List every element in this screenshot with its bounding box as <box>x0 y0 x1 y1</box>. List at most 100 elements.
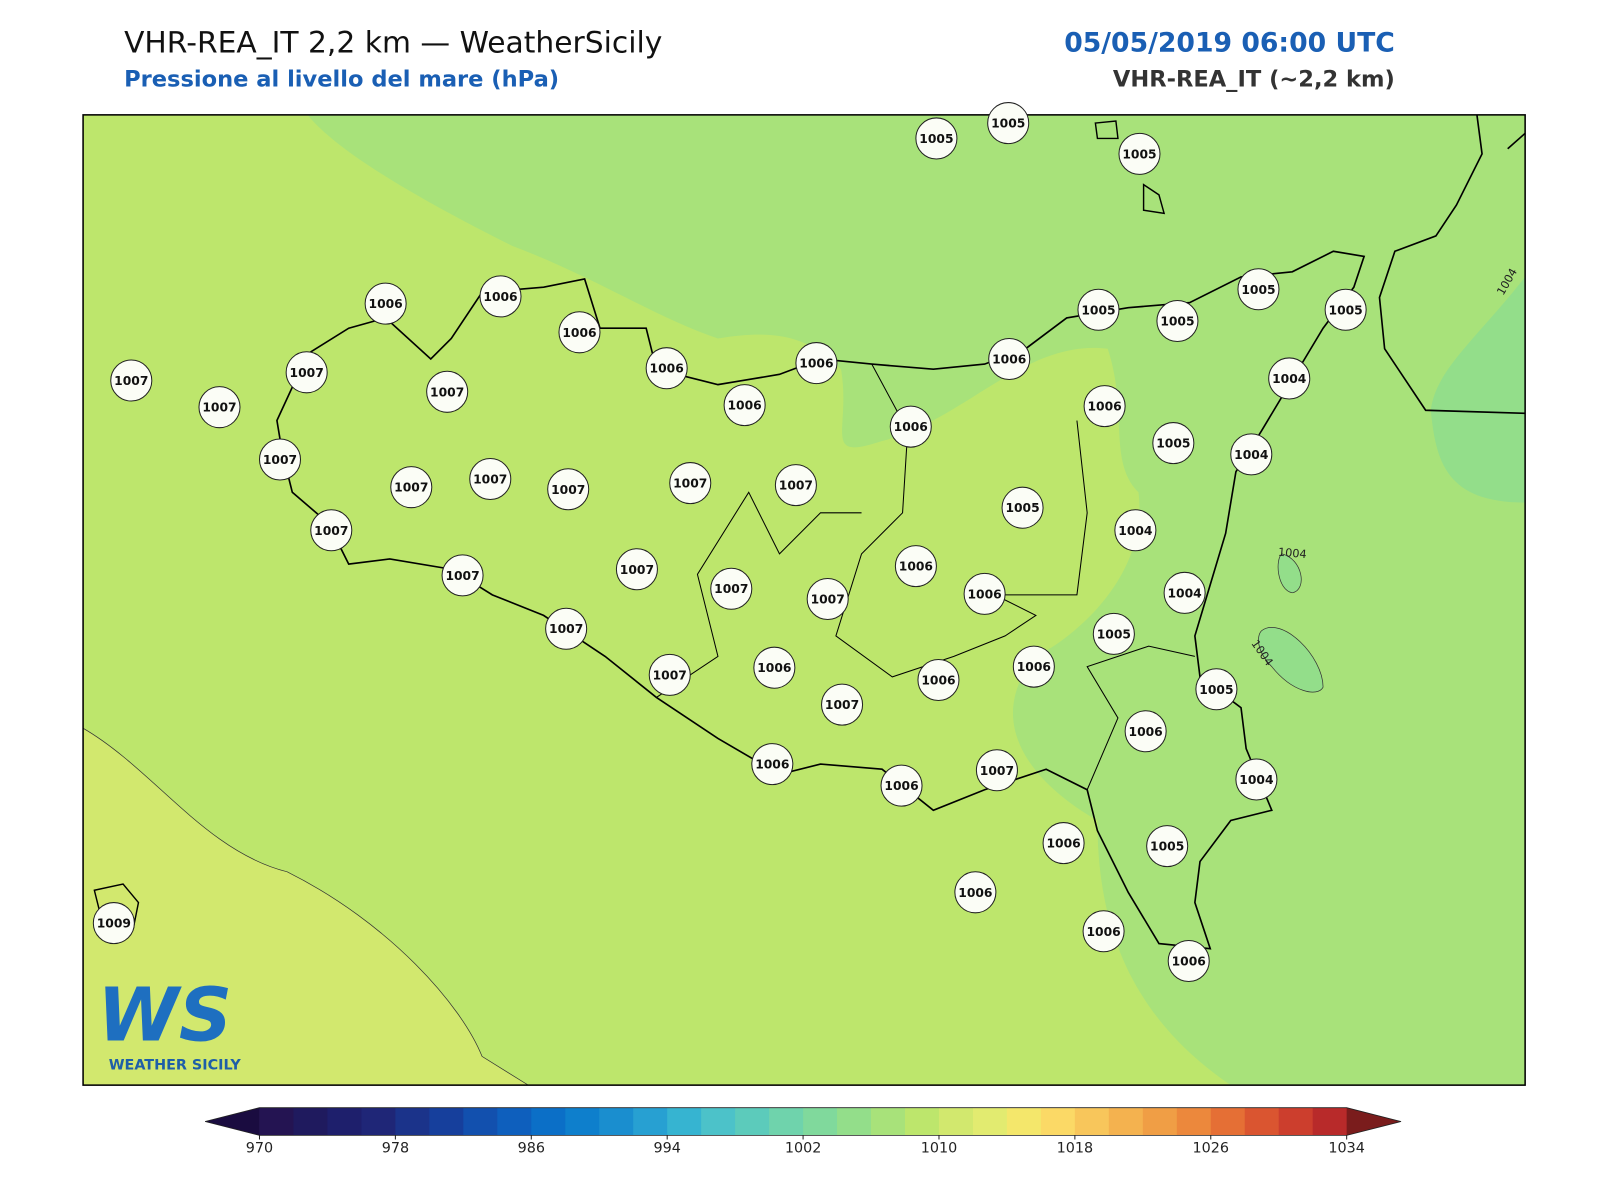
station-marker <box>1268 357 1311 400</box>
station-value: 1007 <box>430 385 464 399</box>
station-value: 1006 <box>894 420 928 434</box>
station-value: 1006 <box>958 886 992 900</box>
colorbar-tick-label: 994 <box>653 1141 680 1157</box>
subtitle: Pressione al livello del mare (hPa) <box>124 67 559 93</box>
station-marker <box>915 117 958 160</box>
station-marker <box>710 567 753 610</box>
station-marker <box>1001 486 1044 529</box>
station-marker <box>821 683 864 726</box>
station-marker <box>390 466 433 509</box>
logo-mark: WS <box>97 973 232 1059</box>
station-value: 1007 <box>980 764 1014 778</box>
station-marker <box>258 438 302 481</box>
station-value: 1006 <box>899 560 933 574</box>
station-marker <box>917 658 960 702</box>
station-value: 1007 <box>202 401 236 415</box>
colorbar-swatch <box>803 1107 838 1136</box>
station-value: 1005 <box>919 132 953 146</box>
colorbar-extend-low <box>205 1107 260 1136</box>
colorbar-tick-label: 986 <box>518 1141 545 1157</box>
station-marker <box>648 653 691 696</box>
colorbar-swatch <box>905 1107 940 1136</box>
colorbar-swatch <box>429 1107 464 1136</box>
station-marker <box>669 462 712 505</box>
station-marker <box>975 749 1018 792</box>
field-1006 <box>307 114 1526 1086</box>
colorbar-swatch <box>735 1107 770 1136</box>
station-value: 1006 <box>921 674 955 688</box>
station-marker <box>1237 268 1280 311</box>
station-marker <box>92 902 135 945</box>
coastline <box>276 250 1366 950</box>
border <box>656 363 1195 790</box>
station-value: 1005 <box>1241 283 1275 297</box>
station-value: 1005 <box>1199 683 1233 697</box>
station-value: 1006 <box>992 353 1026 367</box>
station-value: 1006 <box>562 326 596 340</box>
colorbar-swatch <box>1074 1107 1110 1136</box>
station-value: 1004 <box>1239 773 1273 787</box>
station-marker <box>1012 645 1055 688</box>
colorbar-swatch <box>1108 1107 1144 1136</box>
station-value: 1007 <box>314 524 348 538</box>
colorbar-tick-label: 1034 <box>1328 1141 1365 1157</box>
station-marker <box>889 405 932 448</box>
coastline <box>1378 114 1526 415</box>
map <box>83 114 1526 1086</box>
station-value: 1007 <box>779 479 813 493</box>
colorbar-swatch <box>1210 1107 1246 1136</box>
station-value: 1004 <box>1234 448 1268 462</box>
station-value: 1005 <box>991 117 1025 131</box>
colorbar-swatch <box>259 1107 294 1136</box>
station-marker <box>723 384 766 427</box>
station-value: 1005 <box>1160 315 1194 329</box>
station-value: 1006 <box>1017 660 1051 674</box>
colorbar-swatch <box>667 1107 702 1136</box>
station-value: 1006 <box>650 362 684 376</box>
colorbar-swatch <box>565 1107 600 1136</box>
colorbar-swatch <box>1312 1107 1348 1136</box>
colorbar-swatch <box>871 1107 906 1136</box>
station-marker <box>987 102 1030 145</box>
station-value: 1007 <box>549 622 583 636</box>
station-marker <box>1163 571 1206 614</box>
station-marker <box>1077 288 1120 331</box>
station-value: 1007 <box>551 483 585 497</box>
colorbar-swatch <box>1278 1107 1314 1136</box>
station-marker <box>1124 710 1167 753</box>
station-marker <box>1167 940 1210 983</box>
station-value: 1007 <box>445 569 479 583</box>
colorbar-swatch <box>972 1107 1008 1136</box>
station-value: 1006 <box>755 758 789 772</box>
station-value: 1006 <box>1086 925 1120 939</box>
station-value: 1006 <box>369 297 403 311</box>
colorbar-swatch <box>769 1107 804 1136</box>
station-value: 1005 <box>1097 627 1131 641</box>
colorbar-swatch <box>1006 1107 1042 1136</box>
station-value: 1007 <box>811 593 845 607</box>
station-marker <box>880 764 923 807</box>
station-value: 1004 <box>1167 586 1201 600</box>
station-marker <box>198 386 241 429</box>
station-value: 1006 <box>1172 955 1206 969</box>
station-value: 1006 <box>799 357 833 371</box>
station-marker <box>558 311 601 354</box>
station-value: 1007 <box>620 563 654 577</box>
colorbar-tick-label: 978 <box>382 1141 409 1157</box>
station-value: 1007 <box>290 366 324 380</box>
station-marker <box>1092 612 1135 655</box>
station-marker <box>547 468 590 511</box>
station-value: 1007 <box>114 374 148 388</box>
colorbar-swatch <box>361 1107 396 1136</box>
colorbar-extend-high <box>1346 1107 1402 1136</box>
station-marker <box>1146 825 1189 868</box>
station-value: 1007 <box>473 473 507 487</box>
colorbar-swatch <box>837 1107 872 1136</box>
station-marker <box>426 370 469 413</box>
station-marker <box>364 282 407 325</box>
station-marker <box>1230 433 1273 476</box>
station-marker <box>1152 422 1195 465</box>
colorbar-swatch <box>938 1107 974 1136</box>
colorbar-swatch <box>1040 1107 1076 1136</box>
station-marker <box>1235 758 1278 801</box>
